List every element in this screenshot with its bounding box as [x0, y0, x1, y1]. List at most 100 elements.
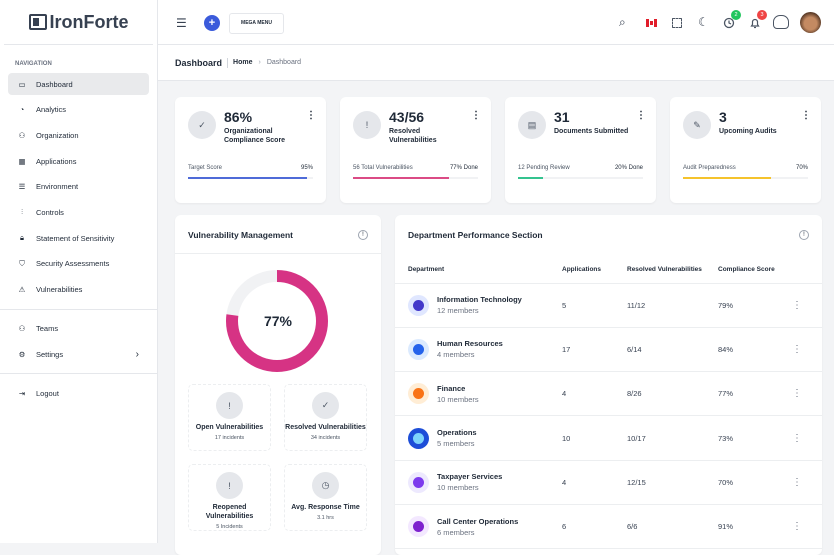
row-actions-icon[interactable]: ⋮: [792, 283, 822, 328]
vulnerability-stat-tile: ✓ Resolved Vulnerabilities 34 incidents: [284, 384, 367, 451]
tile-title: Avg. Response Time: [291, 504, 360, 511]
fullscreen-icon[interactable]: [672, 18, 682, 28]
applications-count: 17: [562, 327, 627, 373]
more-options-icon[interactable]: ⋮: [306, 110, 316, 121]
activity-icon[interactable]: [723, 17, 735, 29]
sidebar-item-controls[interactable]: ⫶ Controls: [8, 201, 149, 223]
table-row[interactable]: Finance 10 members 4 8/26 77% ⋮: [395, 371, 822, 417]
sidebar-item-vulnerabilities[interactable]: ⚠ Vulnerabilities: [8, 279, 149, 301]
stat-footer-label: 56 Total Vulnerabilities: [353, 165, 413, 171]
more-options-icon[interactable]: ⋮: [636, 110, 646, 121]
stat-footer-value: 70%: [795, 165, 808, 171]
more-options-icon[interactable]: ⋮: [471, 110, 481, 121]
sidebar-item-label: Teams: [36, 324, 59, 333]
applications-count: 4: [562, 371, 627, 417]
row-actions-icon[interactable]: ⋮: [792, 504, 822, 550]
department-logo-icon: [408, 471, 429, 493]
breadcrumb: Dashboard Home › Dashboard: [158, 45, 834, 81]
divider: [227, 57, 229, 68]
table-row[interactable]: Human Resources 4 members 17 6/14 84% ⋮: [395, 327, 822, 373]
sidebar-item-label: Organization: [36, 130, 79, 140]
search-icon[interactable]: ⌕: [619, 15, 626, 29]
table-row[interactable]: Information Technology 12 members 5 11/12…: [395, 283, 822, 328]
table-row[interactable]: Taxpayer Services 10 members 4 12/15 70% …: [395, 460, 822, 505]
column-header: Applications: [562, 257, 627, 284]
sidebar-item-statement-of-sensitivity[interactable]: 🔒︎ Statement of Sensitivity: [8, 227, 149, 249]
menu-toggle-icon[interactable]: ☰: [176, 16, 187, 30]
breadcrumb-current: Dashboard: [266, 59, 302, 66]
sidebar-item-label: Settings: [36, 349, 64, 359]
department-name: Call Center Operations: [437, 516, 519, 526]
row-actions-icon[interactable]: ⋮: [792, 460, 822, 505]
stat-label: Resolved Vulnerabilities: [389, 128, 437, 144]
sidebar-item-analytics[interactable]: ◔ Analytics: [8, 99, 149, 121]
divider: [0, 308, 157, 310]
table-row[interactable]: Operations 5 members 10 10/17 73% ⋮: [395, 415, 822, 461]
more-options-icon[interactable]: ⋮: [801, 110, 811, 121]
breadcrumb-separator: ›: [258, 59, 261, 66]
brand-name: IronForte: [49, 11, 129, 32]
department-logo-icon: [408, 516, 429, 538]
info-icon[interactable]: !: [799, 230, 809, 240]
sidebar-item-settings[interactable]: ⚙ Settings ›: [8, 343, 149, 365]
sidebar-item-label: Statement of Sensitivity: [36, 233, 115, 243]
stat-label: Upcoming Audits: [719, 128, 777, 135]
bell-icon[interactable]: [749, 17, 761, 29]
stat-value: 43/56: [389, 109, 425, 125]
sidebar-item-teams[interactable]: ⚇ Teams: [8, 318, 149, 340]
pie-chart-icon: ◔: [19, 105, 25, 115]
dark-mode-icon[interactable]: ☾: [698, 15, 709, 29]
tile-title: Reopened Vulnerabilities: [205, 504, 254, 520]
department-logo-icon: [408, 338, 429, 360]
department-members: 10 members: [437, 483, 479, 493]
sidebar-item-label: Vulnerabilities: [36, 285, 83, 294]
canada-flag-icon[interactable]: [646, 19, 657, 27]
notification-badge: 3: [757, 10, 767, 20]
progress-bar: [353, 177, 478, 179]
gear-icon: ⚙: [18, 349, 26, 359]
resolved-vulnerabilities: 12/15: [627, 460, 718, 505]
stat-footer-value: 20% Done: [614, 165, 643, 171]
activity-badge: 2: [731, 10, 741, 20]
vulnerability-stat-tile: ! Open Vulnerabilities 17 incidents: [188, 384, 271, 451]
sidebar-item-dashboard[interactable]: ▭ Dashboard: [8, 73, 149, 95]
row-actions-icon[interactable]: ⋮: [792, 415, 822, 461]
users-icon: ⚇: [18, 130, 26, 140]
stat-label: Documents Submitted: [554, 128, 629, 135]
stat-value: 86%: [224, 109, 253, 125]
table-row[interactable]: Call Center Operations 6 members 6 6/6 91…: [395, 504, 822, 550]
add-button[interactable]: +: [204, 15, 220, 31]
sidebar-item-logout[interactable]: ⇥ Logout: [8, 382, 149, 404]
info-icon[interactable]: !: [358, 230, 368, 240]
sidebar-item-security-assessments[interactable]: ⛉ Security Assessments: [8, 253, 149, 275]
vulnerability-management-panel: Vulnerability Management ! 77% ! Open Vul…: [175, 215, 381, 555]
document-icon: ▤: [518, 111, 546, 139]
applications-count: 6: [562, 504, 627, 550]
sidebar-item-applications[interactable]: ▦ Applications: [8, 150, 149, 172]
compliance-score: 84%: [718, 327, 792, 373]
row-actions-icon[interactable]: ⋮: [792, 371, 822, 417]
department-members: 6 members: [437, 527, 475, 537]
logo-icon: [28, 14, 47, 30]
stat-footer-label: 12 Pending Review: [518, 165, 570, 171]
department-performance-panel: Department Performance Section ! Departm…: [395, 215, 822, 555]
sidebar-item-organization[interactable]: ⚇ Organization: [8, 124, 149, 146]
tile-title: Resolved Vulnerabilities: [285, 424, 366, 431]
department-members: 12 members: [437, 306, 479, 316]
sidebar-item-environment[interactable]: ☰ Environment: [8, 176, 149, 198]
brand-logo[interactable]: IronForte: [4, 0, 153, 45]
warning-icon: ⚠: [18, 285, 26, 294]
donut-percent-label: 77%: [263, 313, 293, 329]
mega-menu-button[interactable]: MEGA MENU: [229, 13, 284, 34]
sidebar-item-label: Controls: [36, 207, 64, 217]
resolved-vulnerabilities: 10/17: [627, 415, 718, 461]
sidebar-item-label: Environment: [36, 182, 79, 192]
user-avatar[interactable]: [800, 12, 821, 33]
edit-icon: ✎: [683, 111, 711, 139]
assistant-icon[interactable]: [773, 15, 789, 29]
check-circle-icon: ✓: [188, 111, 216, 139]
stat-card: ✎ 3 Upcoming Audits ⋮ Audit Preparedness…: [670, 97, 821, 203]
department-name: Information Technology: [437, 295, 522, 305]
breadcrumb-home[interactable]: Home: [233, 59, 253, 66]
row-actions-icon[interactable]: ⋮: [792, 327, 822, 373]
